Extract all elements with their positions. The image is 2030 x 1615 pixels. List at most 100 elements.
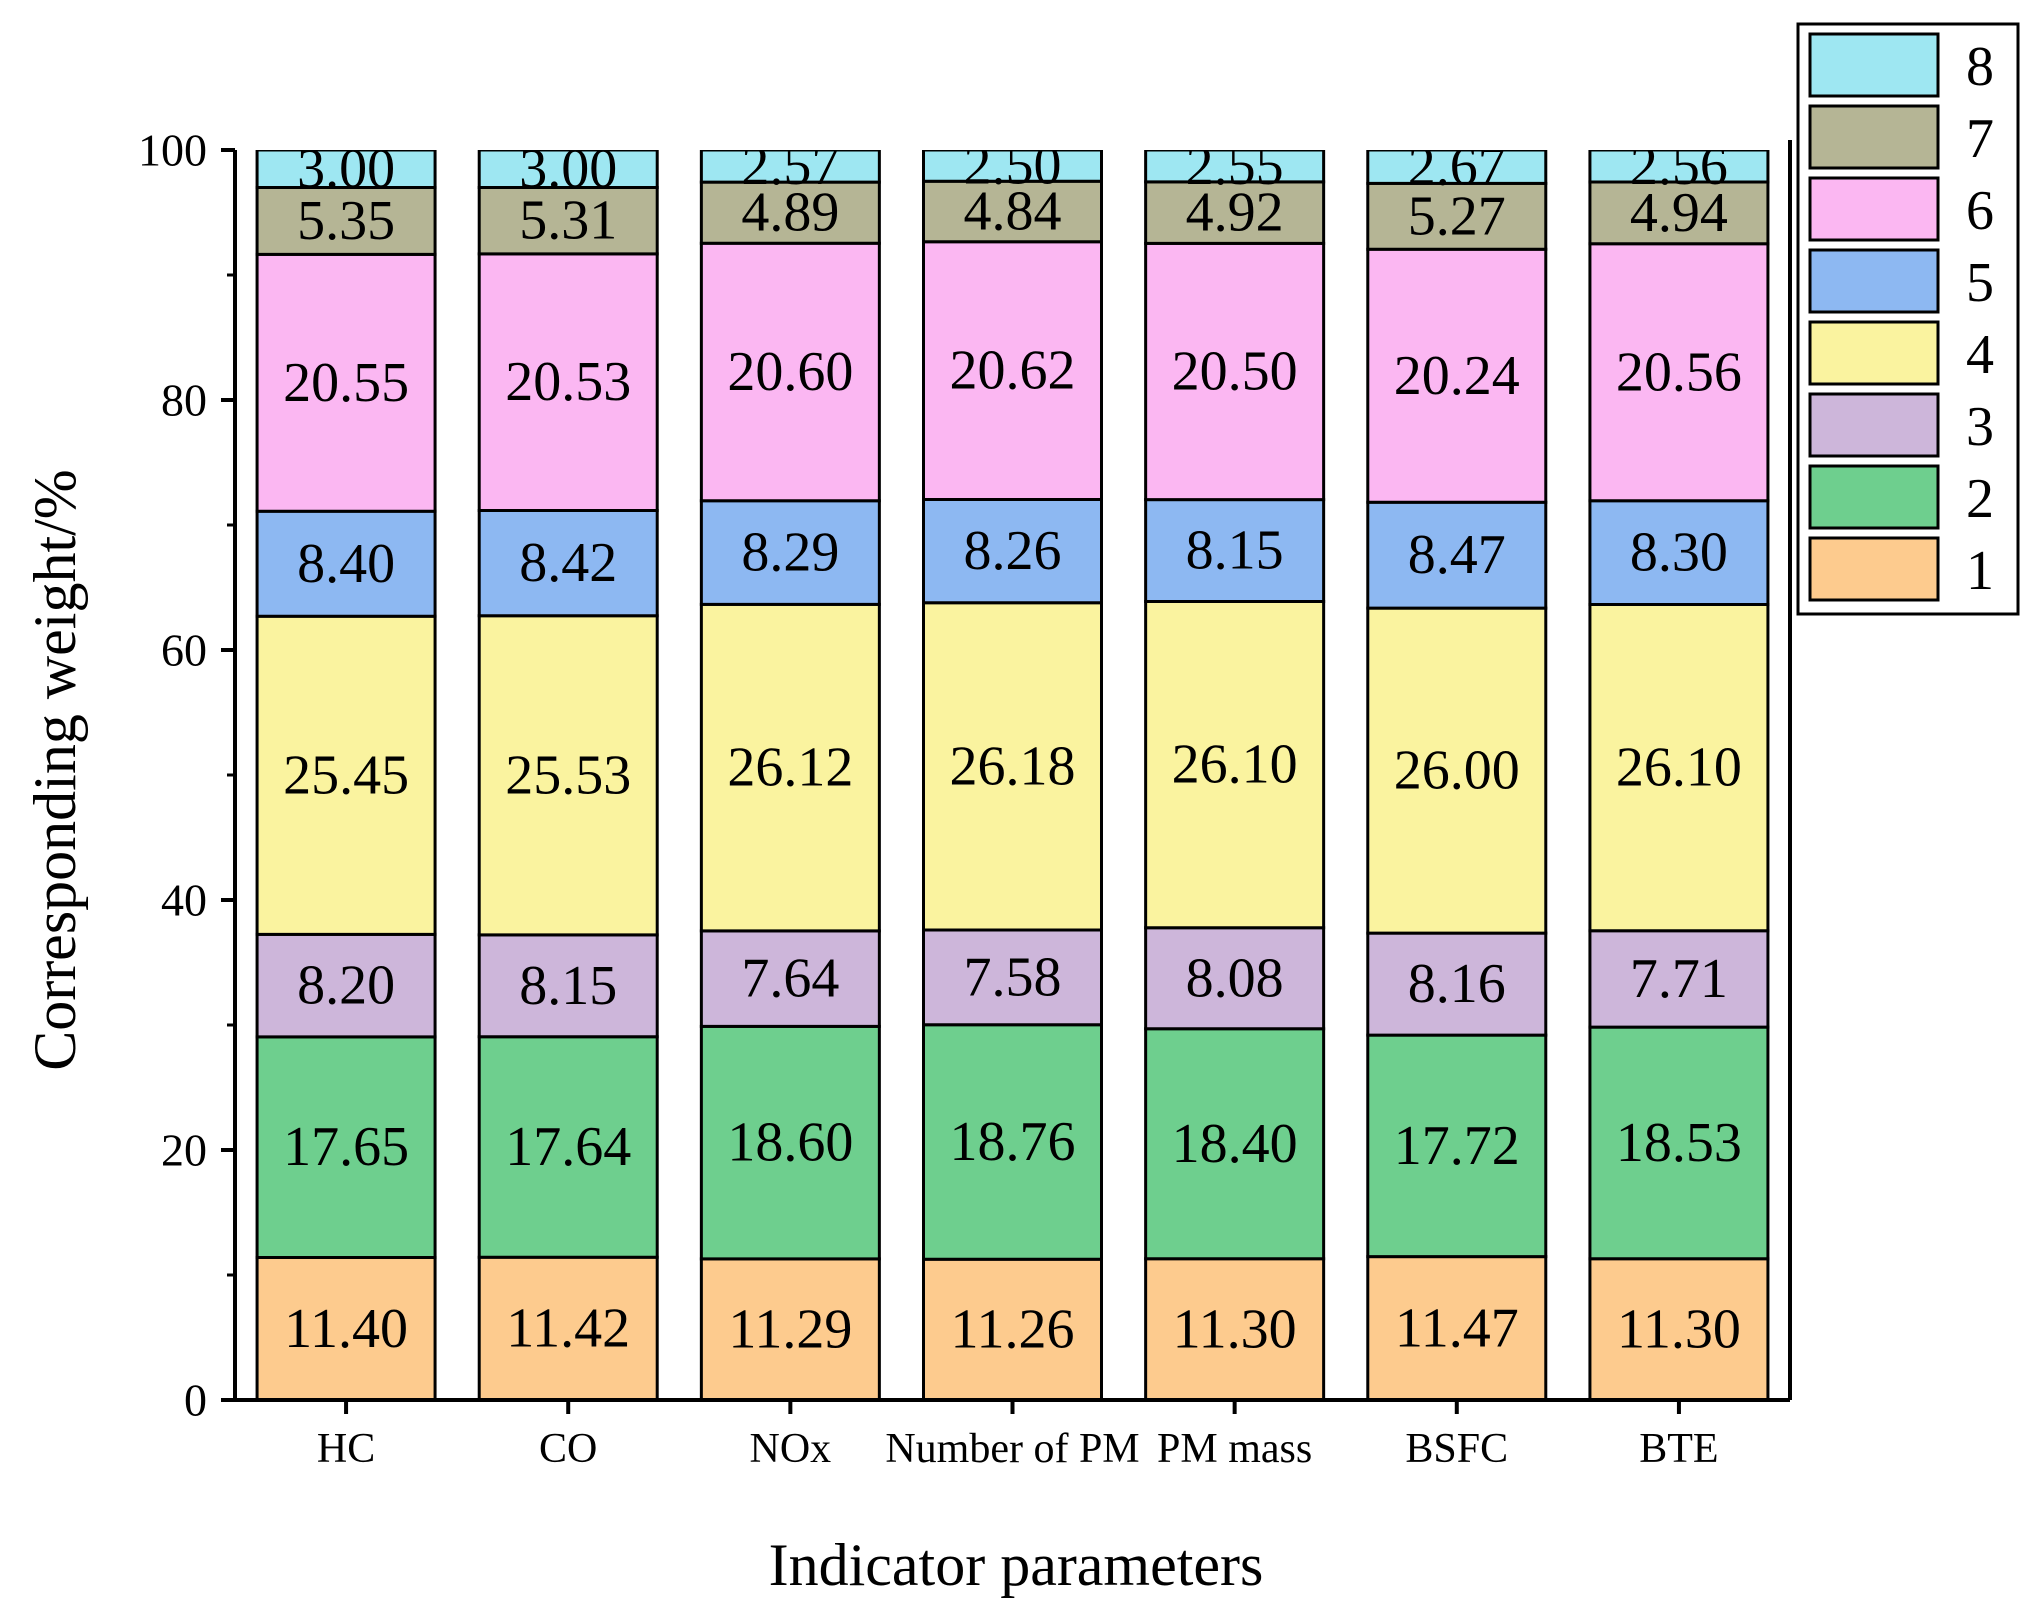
bars-layer	[255, 150, 1770, 1402]
value-label: 17.72	[1394, 1115, 1520, 1177]
legend-swatch-2	[1808, 464, 1940, 530]
value-label: 20.60	[727, 341, 853, 403]
bar-segment-6-co	[477, 252, 659, 512]
legend: 8 7 6 5 4 3 2 1	[1796, 22, 2020, 616]
bar-segment-6-pm-mass	[1144, 241, 1326, 502]
y-tick-label: 0	[184, 1375, 207, 1426]
bar-segment-1-number-of-pm	[922, 1257, 1103, 1402]
bar-segment-5-hc	[255, 509, 437, 618]
value-label: 26.00	[1394, 740, 1520, 802]
value-label: 20.62	[950, 340, 1076, 402]
y-tick-label: 40	[161, 875, 207, 926]
value-label: 20.50	[1172, 341, 1298, 403]
legend-swatch-7	[1808, 104, 1940, 170]
value-label: 18.60	[727, 1112, 853, 1174]
bar-segment-7-nox	[699, 180, 881, 245]
value-labels-layer: 11.4017.658.2025.458.4020.555.353.0011.4…	[283, 135, 1742, 1361]
bar-segment-1-pm-mass	[1144, 1257, 1326, 1402]
x-tick-label: BSFC	[1405, 1426, 1508, 1472]
bar-segment-6-number-of-pm	[922, 240, 1103, 501]
bar-segment-3-bte	[1588, 929, 1770, 1029]
value-label: 11.40	[284, 1298, 408, 1360]
bar-segment-2-hc	[255, 1035, 437, 1259]
value-label: 3.00	[519, 138, 617, 200]
value-label: 7.58	[964, 946, 1062, 1008]
legend-swatch-1	[1808, 536, 1940, 602]
bar-segment-2-number-of-pm	[922, 1023, 1103, 1261]
bar-segment-4-hc	[255, 614, 437, 936]
bar-segment-1-co	[477, 1255, 659, 1402]
legend-label: 2	[1966, 468, 1994, 530]
x-tick-label: PM mass	[1157, 1426, 1312, 1472]
value-label: 4.92	[1186, 182, 1284, 244]
value-label: 26.10	[1172, 734, 1298, 796]
bar-segment-8-pm-mass	[1144, 150, 1326, 184]
legend-label: 6	[1966, 180, 1994, 242]
value-label: 20.56	[1616, 341, 1742, 403]
legend-label: 8	[1966, 36, 1994, 98]
value-label: 4.89	[741, 182, 839, 244]
value-label: 2.55	[1186, 135, 1284, 197]
bar-segment-8-co	[477, 150, 659, 189]
legend-swatch-8	[1808, 32, 1940, 98]
legend-swatch-4	[1808, 320, 1940, 386]
value-label: 11.47	[1395, 1297, 1519, 1359]
bar-segment-8-hc	[255, 150, 437, 189]
value-label: 8.15	[519, 955, 617, 1017]
value-label: 8.47	[1408, 524, 1506, 586]
bar-segment-6-hc	[255, 252, 437, 513]
value-label: 18.40	[1172, 1113, 1298, 1175]
value-label: 8.29	[741, 522, 839, 584]
value-label: 20.55	[283, 352, 409, 414]
bar-segment-4-nox	[699, 602, 881, 933]
bar-segment-8-bsfc	[1366, 150, 1548, 185]
legend-label: 7	[1966, 108, 1994, 170]
y-tick-label: 20	[161, 1125, 207, 1176]
bar-segment-3-number-of-pm	[922, 928, 1103, 1027]
axes-layer: 0 20 40 60 80 100 HC CO NOx Number of PM PM mass BS…	[138, 125, 1792, 1472]
bar-segment-6-bte	[1588, 242, 1770, 503]
legend-swatch-6	[1808, 176, 1940, 242]
value-label: 26.18	[950, 735, 1076, 797]
bar-segment-4-co	[477, 614, 659, 937]
legend-label: 4	[1966, 324, 1994, 386]
legend-swatch-3	[1808, 392, 1940, 458]
value-label: 2.57	[741, 135, 839, 197]
bar-segment-3-pm-mass	[1144, 926, 1326, 1031]
value-label: 8.42	[519, 532, 617, 594]
legend-swatch-5	[1808, 248, 1940, 314]
y-tick-label: 100	[138, 125, 207, 176]
bar-segment-8-nox	[699, 150, 881, 184]
y-tick-label: 80	[161, 375, 207, 426]
value-label: 8.26	[964, 520, 1062, 582]
bar-segment-2-co	[477, 1035, 659, 1259]
y-axis-title: Corresponding weight/%	[22, 469, 88, 1071]
x-tick-label: HC	[317, 1426, 375, 1472]
x-tick-label: BTE	[1639, 1426, 1718, 1472]
bar-segment-2-bsfc	[1366, 1033, 1548, 1259]
bar-segment-1-bte	[1588, 1257, 1770, 1402]
y-tick-label: 60	[161, 625, 207, 676]
value-label: 5.31	[519, 190, 617, 252]
value-label: 17.65	[283, 1116, 409, 1178]
bar-segment-2-pm-mass	[1144, 1027, 1326, 1261]
bar-segment-5-nox	[699, 499, 881, 606]
value-label: 25.45	[283, 744, 409, 806]
value-label: 25.53	[505, 744, 631, 806]
value-label: 8.40	[297, 533, 395, 595]
legend-label: 1	[1966, 540, 1994, 602]
value-label: 11.30	[1617, 1298, 1741, 1360]
bar-segment-3-nox	[699, 929, 881, 1028]
value-label: 8.16	[1408, 953, 1506, 1015]
legend-label: 3	[1966, 396, 1994, 458]
value-label: 11.42	[506, 1298, 630, 1360]
value-label: 8.20	[297, 955, 395, 1017]
legend-label: 5	[1966, 252, 1994, 314]
value-label: 7.71	[1630, 948, 1728, 1010]
x-tick-label: NOx	[750, 1426, 832, 1472]
bar-segment-5-co	[477, 509, 659, 618]
value-label: 5.27	[1408, 185, 1506, 247]
value-label: 18.53	[1616, 1112, 1742, 1174]
bar-segment-4-number-of-pm	[922, 601, 1103, 932]
value-label: 20.24	[1394, 345, 1520, 407]
